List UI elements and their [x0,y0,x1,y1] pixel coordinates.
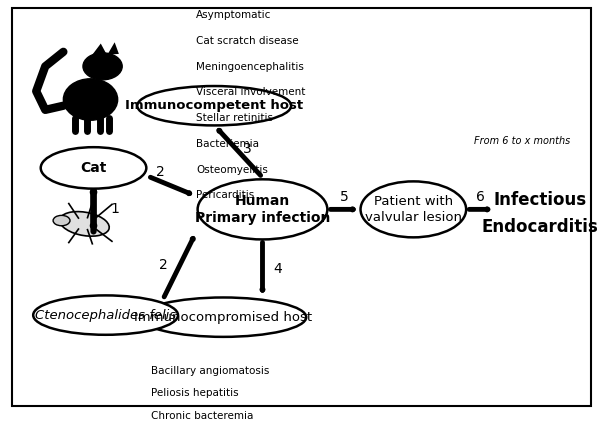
Polygon shape [108,42,119,55]
Polygon shape [92,43,107,55]
Text: 1: 1 [110,203,119,216]
Text: Patient with
valvular lesion: Patient with valvular lesion [365,195,462,224]
Ellipse shape [83,53,122,80]
Text: 5: 5 [340,190,348,204]
Text: Human
Primary infection: Human Primary infection [195,194,330,225]
Text: Immunocompromised host: Immunocompromised host [134,311,312,324]
Text: Cat: Cat [80,161,106,175]
Text: Bacillary angiomatosis: Bacillary angiomatosis [151,366,269,376]
Text: Visceral involvement: Visceral involvement [196,87,305,97]
Ellipse shape [140,298,306,337]
Ellipse shape [41,147,146,189]
Ellipse shape [64,79,118,120]
Text: Stellar retinitis: Stellar retinitis [196,113,273,123]
Text: 2: 2 [159,258,167,272]
Text: Chronic bacteremia: Chronic bacteremia [151,411,253,421]
Ellipse shape [137,86,291,125]
Text: Immunocompetent host: Immunocompetent host [125,99,304,112]
Ellipse shape [33,295,178,335]
Text: 6: 6 [477,190,485,204]
Text: Osteomyelitis: Osteomyelitis [196,165,268,175]
Text: Asymptomatic: Asymptomatic [196,11,272,20]
Text: Infectious
Endocarditis: Infectious Endocarditis [482,191,599,236]
Text: 4: 4 [273,262,282,276]
Text: Pericarditis: Pericarditis [196,190,255,200]
Text: From 6 to x months: From 6 to x months [474,136,570,146]
Text: 3: 3 [243,142,252,156]
Ellipse shape [360,181,466,237]
Text: Ctenocephalides felis: Ctenocephalides felis [35,308,176,322]
Ellipse shape [53,215,70,226]
Text: Meningoencephalitis: Meningoencephalitis [196,62,304,72]
Text: 2: 2 [155,165,164,179]
Text: Peliosis hepatitis: Peliosis hepatitis [151,389,239,398]
Text: Bacteriemia: Bacteriemia [196,139,259,149]
Text: Cat scratch disease: Cat scratch disease [196,36,299,46]
Ellipse shape [60,211,109,236]
Ellipse shape [198,179,327,239]
